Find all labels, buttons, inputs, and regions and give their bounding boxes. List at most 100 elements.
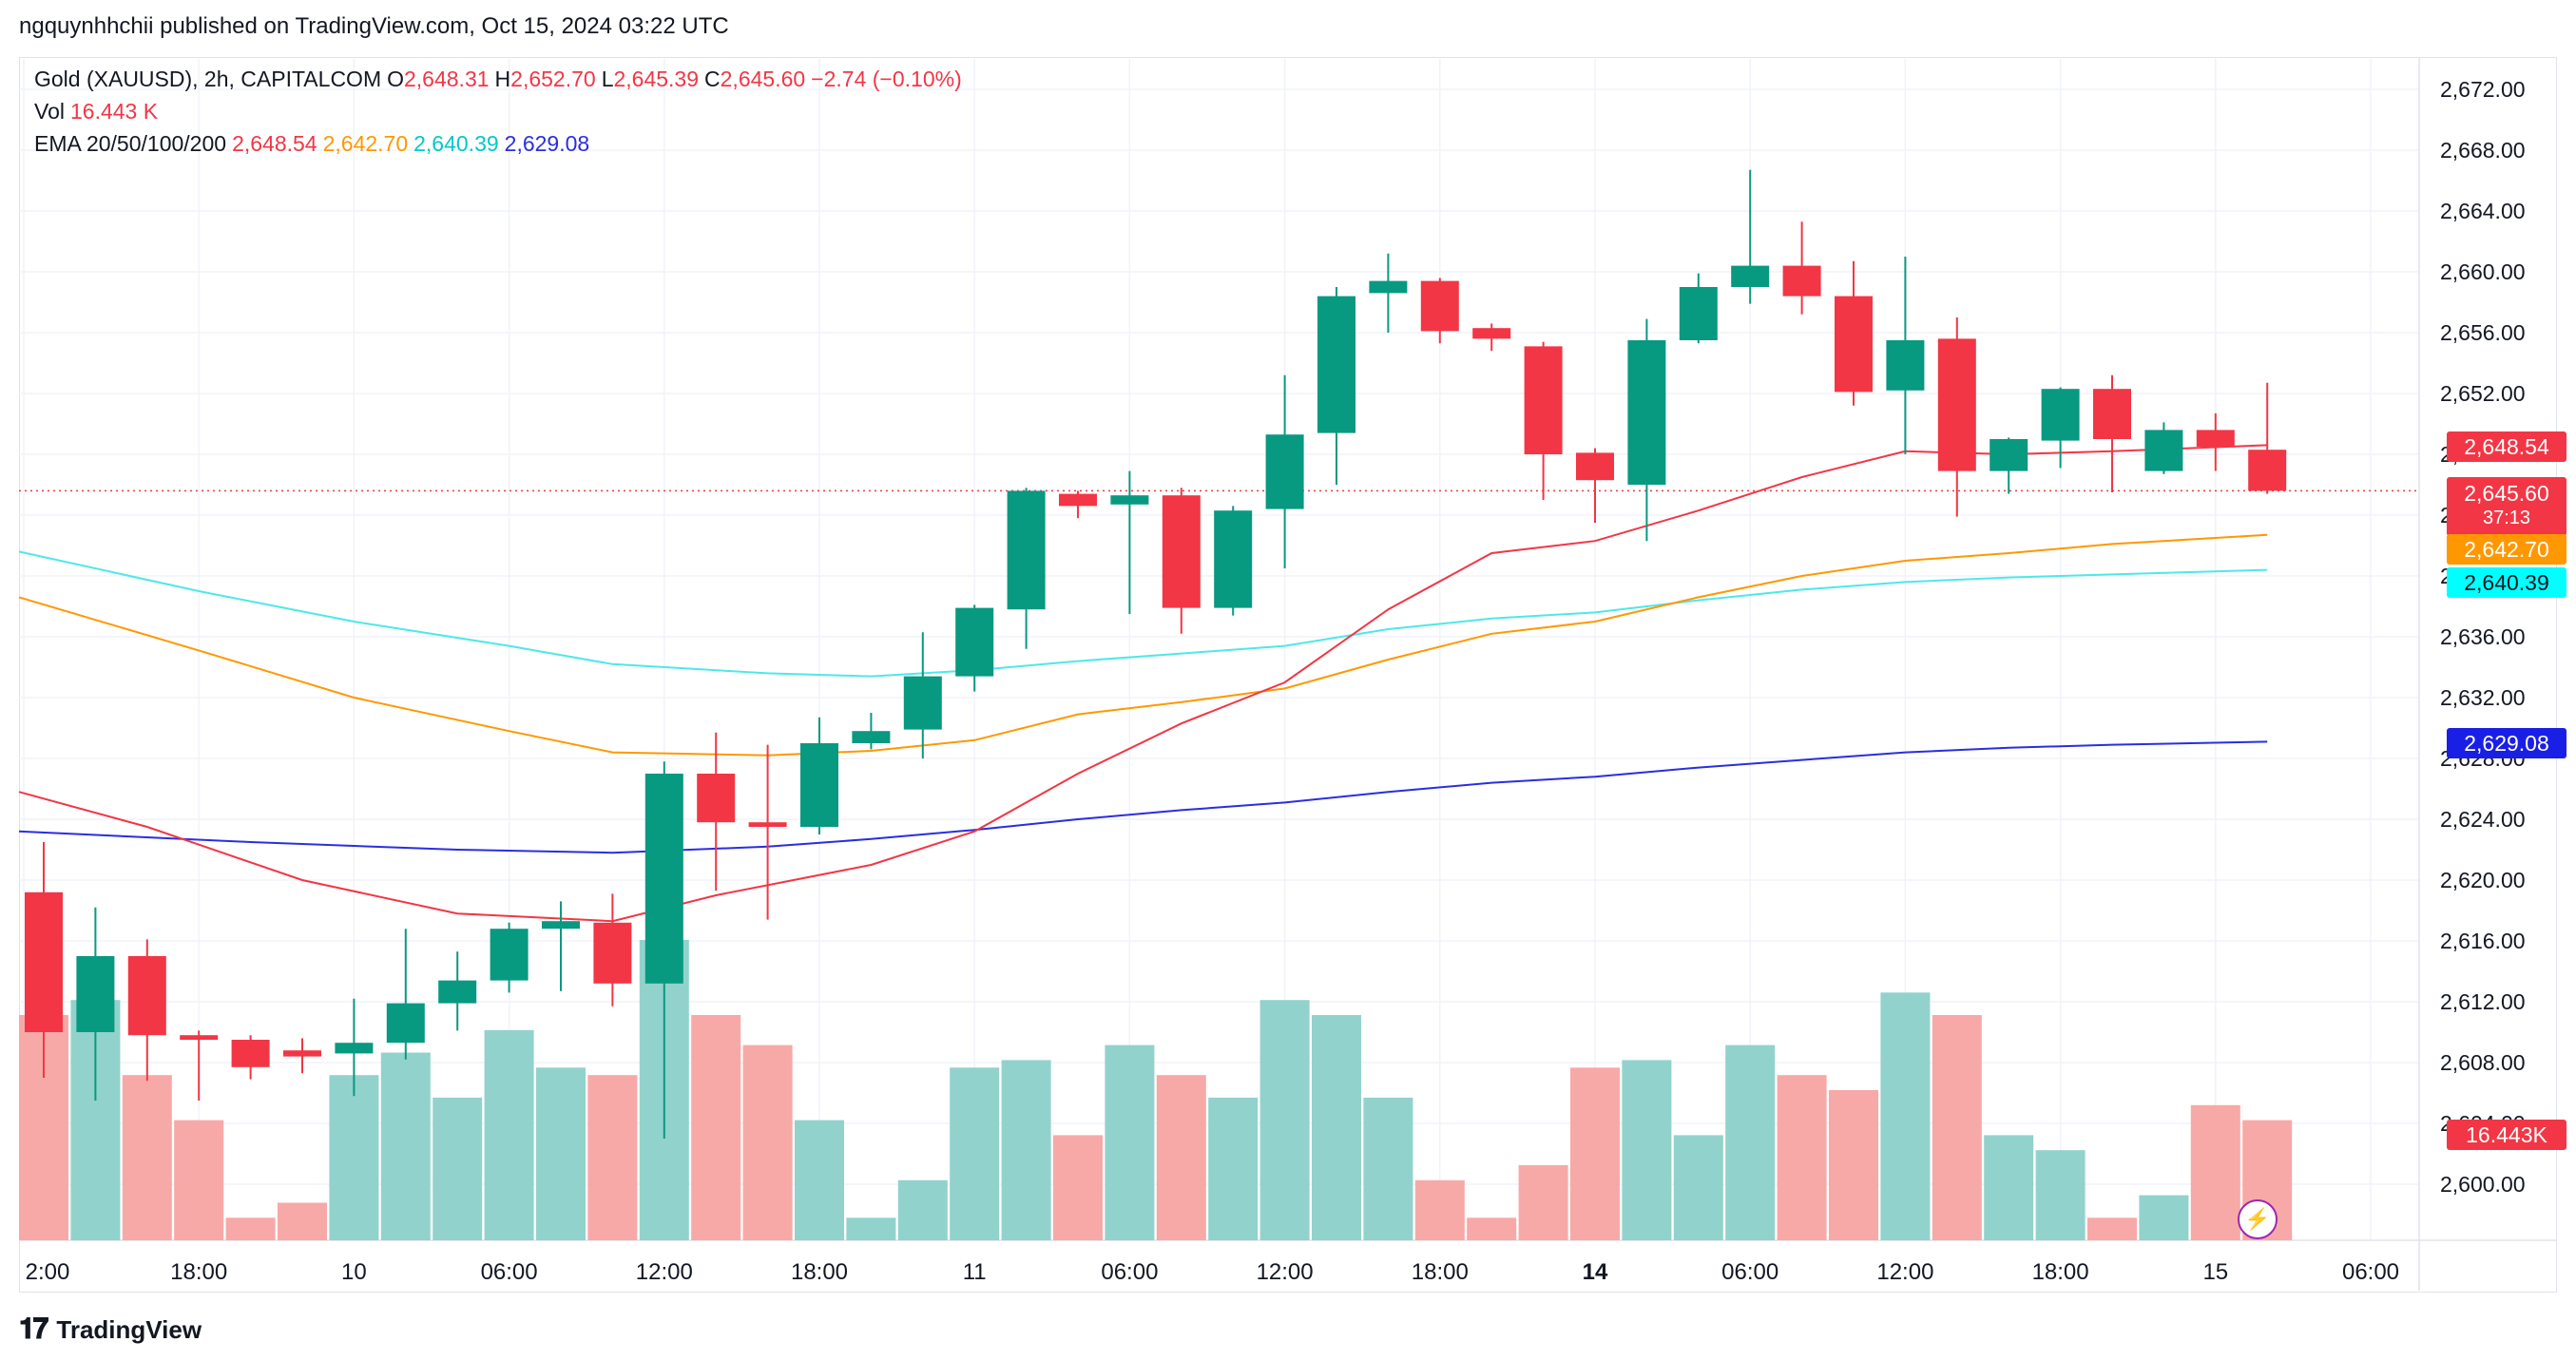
candle-body xyxy=(335,1043,374,1054)
candle-body xyxy=(644,774,683,984)
x-tick-label: 2:00 xyxy=(26,1259,70,1285)
candles xyxy=(25,169,2287,1139)
last-price-tag: 2,645.60 37:13 xyxy=(2447,477,2566,536)
legend-change: −2.74 (−0.10%) xyxy=(811,67,962,91)
volume-bar xyxy=(795,1120,844,1240)
candle-body xyxy=(593,922,632,984)
candle xyxy=(1317,287,1355,485)
candle xyxy=(2144,422,2183,474)
volume-bar xyxy=(1777,1075,1827,1240)
y-tick-label: 2,624.00 xyxy=(2440,807,2526,832)
x-tick-label: 06:00 xyxy=(481,1259,538,1285)
footer-brand[interactable]: 𝟏𝟕 TradingView xyxy=(19,1313,202,1346)
candle-body xyxy=(903,676,942,730)
legend-symbol: Gold (XAUUSD), 2h, CAPITALCOM xyxy=(34,67,382,91)
candle-body xyxy=(180,1035,219,1040)
y-tick-label: 2,616.00 xyxy=(2440,929,2526,953)
legend-c-label: C xyxy=(704,67,721,91)
candle xyxy=(542,901,580,991)
x-tick-label: 18:00 xyxy=(2032,1259,2089,1285)
legend-h-label: H xyxy=(494,67,511,91)
volume-bar xyxy=(1518,1165,1568,1240)
candle xyxy=(2196,412,2235,471)
candle-body xyxy=(25,891,63,1032)
volume-bar xyxy=(536,1067,586,1240)
candle-body xyxy=(1007,490,1046,610)
volume-bar xyxy=(484,1029,534,1240)
candle-body xyxy=(1937,338,1976,471)
candle xyxy=(1886,257,1925,454)
legend-volume: Vol 16.443 K xyxy=(34,99,163,125)
candle xyxy=(2093,374,2131,492)
x-tick-label: 11 xyxy=(963,1259,987,1285)
candle-body xyxy=(2093,389,2131,439)
candle xyxy=(800,717,838,834)
candle-body xyxy=(542,921,580,930)
lightning-icon[interactable]: ⚡ xyxy=(2238,1199,2278,1239)
candle xyxy=(335,998,374,1097)
volume-bar xyxy=(1105,1045,1155,1240)
candle-body xyxy=(2041,389,2080,441)
candle xyxy=(852,713,891,750)
candle-body xyxy=(231,1040,270,1067)
y-tick-label: 2,660.00 xyxy=(2440,259,2526,284)
ema50-line xyxy=(18,533,2268,757)
candle-body xyxy=(800,743,838,827)
volume-bars xyxy=(19,940,2293,1240)
volume-bar xyxy=(380,1052,431,1240)
x-axis-ticks: 2:00 18:00 10 06:00 12:00 18:00 11 06:00 12:00 18… xyxy=(26,1259,2399,1285)
candle xyxy=(1679,273,1718,344)
candle-body xyxy=(955,607,994,677)
x-tick-label: 06:00 xyxy=(2342,1259,2399,1285)
candle xyxy=(1059,490,1097,519)
volume-bar xyxy=(174,1120,224,1240)
candle xyxy=(25,842,63,1078)
volume-bar xyxy=(1880,992,1931,1240)
legend-l-label: L xyxy=(601,67,614,91)
volume-bar xyxy=(1053,1135,1103,1240)
volume-bar xyxy=(1673,1135,1723,1240)
candle xyxy=(1731,169,1770,304)
volume-bar xyxy=(1984,1135,2034,1240)
candle-body xyxy=(490,929,529,981)
volume-price-tag: 16.443K xyxy=(2447,1120,2566,1150)
x-tick-label: 18:00 xyxy=(170,1259,227,1285)
volume-bar xyxy=(2087,1217,2137,1240)
volume-bar xyxy=(122,1075,172,1240)
volume-bar xyxy=(329,1075,379,1240)
candle-body xyxy=(1679,287,1718,340)
candle xyxy=(180,1030,219,1101)
volume-bar xyxy=(1259,1000,1310,1240)
legend-ohlc: Gold (XAUUSD), 2h, CAPITALCOM O2,648.31 H2… xyxy=(34,67,968,92)
candle-body xyxy=(1059,493,1097,507)
x-tick-label: 15 xyxy=(2202,1259,2228,1285)
legend-h-value: 2,652.70 xyxy=(510,67,596,91)
volume-bar xyxy=(1932,1015,1982,1240)
candle xyxy=(438,951,477,1031)
candle-body xyxy=(2144,430,2183,471)
legend-ema100-value: 2,640.39 xyxy=(413,131,499,156)
ema50-price-tag: 2,642.70 xyxy=(2447,534,2566,565)
legend-ema-label: EMA 20/50/100/200 xyxy=(34,131,227,156)
candle xyxy=(1007,488,1046,649)
y-tick-label: 2,668.00 xyxy=(2440,138,2526,163)
ema20-line xyxy=(18,444,2268,923)
candle xyxy=(76,907,115,1101)
candle xyxy=(593,893,632,1006)
candle xyxy=(1835,260,1873,406)
ema100-line xyxy=(18,550,2268,678)
last-price-value: 2,645.60 xyxy=(2464,481,2549,506)
candle xyxy=(1990,437,2028,494)
candle xyxy=(1782,221,1821,315)
candle-body xyxy=(697,774,736,823)
volume-bar xyxy=(587,1075,638,1240)
volume-bar xyxy=(1725,1045,1776,1240)
publish-info: ngquynhhchii published on TradingView.co… xyxy=(19,13,729,39)
volume-bar xyxy=(691,1015,741,1240)
volume-bar xyxy=(1414,1179,1465,1240)
legend-vol-label: Vol xyxy=(34,99,65,124)
volume-bar xyxy=(1156,1075,1206,1240)
candle xyxy=(1524,341,1563,500)
x-tick-label: 14 xyxy=(1583,1259,1608,1285)
